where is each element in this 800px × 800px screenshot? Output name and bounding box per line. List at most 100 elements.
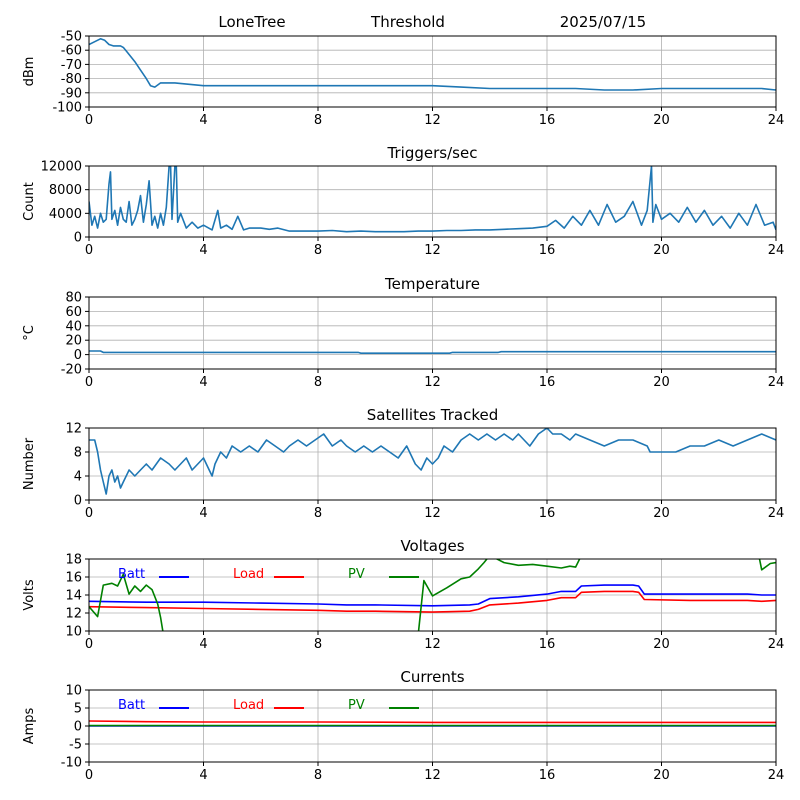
x-tick-label: 12 (424, 375, 441, 390)
series-line (89, 428, 776, 495)
chart-title: Satellites Tracked (367, 406, 498, 424)
x-tick-label: 8 (314, 375, 322, 390)
y-tick-label: 10 (65, 625, 82, 640)
x-tick-label: 8 (314, 243, 322, 258)
y-tick-label: 40 (65, 319, 82, 334)
x-tick-label: 0 (85, 113, 93, 128)
date-title: 2025/07/15 (560, 13, 646, 31)
legend-label: Load (233, 698, 264, 713)
y-tick-label: 80 (65, 291, 82, 306)
x-tick-label: 0 (85, 506, 93, 521)
series-group (89, 350, 776, 354)
y-tick-label: 20 (65, 334, 82, 349)
y-tick-label: 0 (74, 720, 82, 735)
y-tick-label: 0 (74, 348, 82, 363)
panel-triggers: 0 4 8 12 16 20 24 0 4000 8000 12000 Triggers/sec Cou… (22, 144, 784, 258)
series-line-load (89, 590, 776, 613)
x-tick-label: 12 (424, 243, 441, 258)
x-tick-label: 8 (314, 768, 322, 783)
y-tick-label: 60 (65, 305, 82, 320)
y-tick-label: -60 (61, 44, 82, 59)
y-tick-label: 18 (65, 553, 82, 568)
y-axis-label: Number (22, 437, 37, 490)
x-tick-label: 24 (768, 375, 785, 390)
x-tick-label: 16 (539, 768, 556, 783)
x-tick-label: 12 (424, 768, 441, 783)
mode-title: Threshold (370, 13, 445, 31)
x-tick-label: 4 (199, 768, 207, 783)
y-axis-label: Count (22, 182, 37, 221)
x-tick-label: 8 (314, 637, 322, 652)
x-tick-label: 24 (768, 768, 785, 783)
y-tick-label: 0 (74, 231, 82, 246)
series-line-batt (89, 584, 776, 607)
x-tick-label: 16 (539, 243, 556, 258)
legend: Batt Load PV (118, 698, 419, 713)
y-axis-label: °C (22, 325, 37, 341)
x-tick-label: 8 (314, 506, 322, 521)
x-tick-label: 4 (199, 113, 207, 128)
legend-label: Batt (118, 567, 145, 582)
site-title: LoneTree (218, 13, 285, 31)
series-group (89, 428, 776, 495)
grid (88, 165, 777, 238)
x-tick-label: 24 (768, 506, 785, 521)
x-tick-label: 16 (539, 113, 556, 128)
panel-signal: 0 4 8 12 16 20 24 -100-90-80-70-60-50 dBm (22, 30, 784, 129)
y-axis-label: Volts (22, 579, 37, 611)
x-tick-label: 0 (85, 243, 93, 258)
x-tick-label: 0 (85, 375, 93, 390)
series-group (89, 559, 776, 631)
legend-label: PV (348, 698, 365, 713)
x-tick-label: 20 (653, 506, 670, 521)
legend: Batt Load PV (118, 567, 419, 582)
series-line (89, 38, 776, 91)
grid (88, 296, 777, 370)
x-tick-label: 0 (85, 637, 93, 652)
grid (88, 35, 777, 108)
x-tick-label: 20 (653, 768, 670, 783)
y-axis-label: dBm (22, 57, 37, 87)
y-tick-label: -100 (52, 101, 82, 116)
series-group (89, 38, 776, 91)
x-tick-label: 0 (85, 768, 93, 783)
y-tick-label: 4000 (49, 207, 82, 222)
x-tick-label: 20 (653, 113, 670, 128)
y-tick-label: 5 (74, 702, 82, 717)
x-tick-label: 4 (199, 506, 207, 521)
x-tick-label: 20 (653, 243, 670, 258)
x-tick-label: 16 (539, 506, 556, 521)
series-line (89, 350, 776, 354)
x-tick-label: 12 (424, 506, 441, 521)
y-axis-label: Amps (22, 707, 37, 744)
x-tick-label: 16 (539, 637, 556, 652)
x-tick-label: 24 (768, 637, 785, 652)
panel-voltages: 0 4 8 12 16 20 24 10 12 14 16 18 Voltages Volts Batt Lo… (22, 537, 784, 652)
y-tick-label: 8000 (49, 183, 82, 198)
y-tick-label: 12 (65, 422, 82, 437)
y-tick-label: -80 (61, 72, 82, 87)
x-tick-label: 16 (539, 375, 556, 390)
series-line-pv (89, 559, 776, 631)
y-tick-label: 8 (74, 446, 82, 461)
series-group (89, 720, 776, 727)
y-tick-label: -50 (61, 30, 82, 45)
y-tick-label: -10 (61, 756, 82, 771)
series-line-load (89, 720, 776, 724)
y-tick-label: 16 (65, 571, 82, 586)
panel-satellites: 0 4 8 12 16 20 24 0 4 8 12 Satellites Tracked Number (22, 406, 784, 521)
x-tick-label: 8 (314, 113, 322, 128)
chart-title: Currents (400, 668, 464, 686)
series-group (89, 166, 776, 233)
y-tick-label: -20 (61, 363, 82, 378)
legend-label: PV (348, 567, 365, 582)
y-tick-label: 0 (74, 494, 82, 509)
legend-label: Load (233, 567, 264, 582)
series-line (89, 166, 776, 233)
header: LoneTree Threshold 2025/07/15 (218, 13, 646, 31)
x-tick-label: 24 (768, 113, 785, 128)
